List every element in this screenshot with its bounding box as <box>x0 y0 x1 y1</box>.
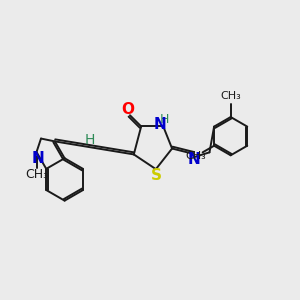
Text: CH₃: CH₃ <box>185 152 206 161</box>
Text: S: S <box>151 167 162 182</box>
Text: H: H <box>85 133 95 147</box>
Text: CH₃: CH₃ <box>25 168 48 181</box>
Text: N: N <box>32 151 44 166</box>
Text: H: H <box>160 113 169 126</box>
Text: O: O <box>121 102 134 117</box>
Text: N: N <box>188 152 201 167</box>
Text: N: N <box>153 117 166 132</box>
Text: CH₃: CH₃ <box>220 91 241 100</box>
